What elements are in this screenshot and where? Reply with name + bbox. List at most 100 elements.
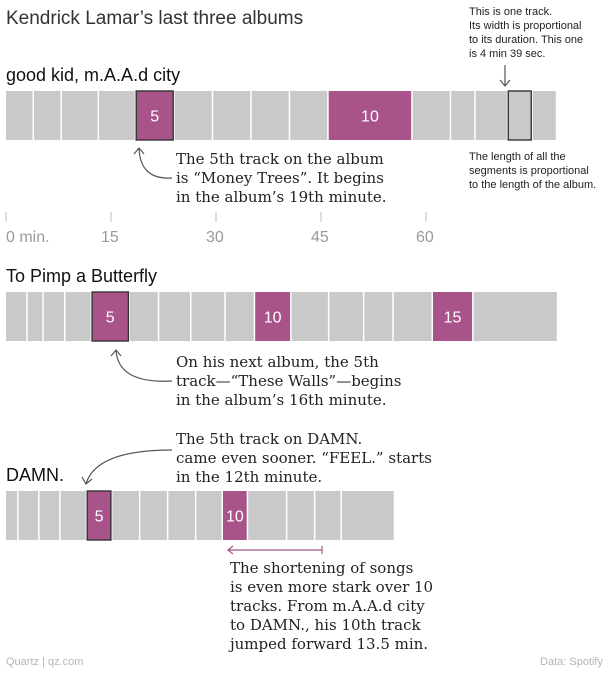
tpab-arrow: [110, 349, 173, 382]
track-bar: [393, 292, 432, 341]
track-bar: [196, 491, 222, 540]
track-bar: [43, 292, 64, 341]
shortening-note-line: jumped forward 13.5 min.: [228, 635, 428, 653]
track-bar: [135, 90, 174, 141]
album-bars-damn: 5 10: [6, 490, 394, 541]
track-number-label: 10: [226, 509, 244, 526]
track-bar: [473, 292, 557, 341]
track-bar: [225, 292, 254, 341]
shortening-note-line: tracks. From m.A.A.d city: [230, 597, 425, 615]
length-annotation: The length of all the segments is propor…: [469, 151, 596, 191]
track-bar: [129, 292, 158, 341]
track-bar: [6, 91, 33, 140]
gkmc-annotation: The 5th track on the album is “Money Tre…: [176, 150, 387, 206]
one-track-annotation: This is one track. Its width is proporti…: [469, 6, 583, 60]
track-bar: [290, 91, 328, 140]
track-number-label: 5: [95, 509, 104, 526]
axis-tick-label: 0 min.: [6, 229, 50, 246]
track-bar: [248, 491, 286, 540]
track-bar: [140, 491, 167, 540]
track-bar: [251, 91, 289, 140]
track-bar: [475, 91, 507, 140]
track-bar: [168, 491, 195, 540]
one-track-line: This is one track.: [469, 6, 552, 18]
track-bar: [39, 491, 60, 540]
track-number-label: 5: [106, 310, 115, 327]
track-bar: [62, 91, 98, 140]
shortening-annotation: The shortening of songs is even more sta…: [228, 559, 433, 653]
track-bar: [364, 292, 393, 341]
track-bar: [255, 292, 291, 341]
shortening-note-line: to DAMN., his 10th track: [230, 616, 422, 634]
track-bar: [433, 292, 473, 341]
gkmc-note-line: is “Money Trees”. It begins: [176, 169, 384, 187]
track-number-label: 10: [264, 310, 282, 327]
track-bar: [91, 291, 130, 342]
damn-note-line: The 5th track on DAMN.: [176, 430, 362, 448]
one-track-line: Its width is proportional: [469, 20, 582, 32]
track-number-label: 15: [444, 310, 462, 327]
track-number-label: 10: [361, 109, 379, 126]
one-track-line: is 4 min 39 sec.: [469, 48, 545, 60]
track-bar: [329, 292, 363, 341]
album-title-gkmc: good kid, m.A.A.d city: [6, 65, 180, 85]
tpab-note-line: in the album’s 16th minute.: [176, 391, 387, 409]
shortening-bracket: [227, 545, 323, 555]
shortening-note-line: is even more stark over 10: [230, 578, 433, 596]
album-bars-gkmc: 5 10: [6, 90, 556, 141]
track-number-label: 5: [150, 109, 159, 126]
axis-tick-label: 15: [101, 229, 119, 246]
damn-note-line: came even sooner. “FEEL.” starts: [176, 449, 432, 467]
tpab-annotation: On his next album, the 5th track—“These …: [176, 353, 401, 409]
footer-source-right: Data: Spotify: [540, 656, 603, 668]
shortening-note-line: The shortening of songs: [230, 559, 413, 577]
album-bars-tpab: 5 10 15: [6, 291, 557, 342]
one-track-arrow: [499, 65, 511, 87]
axis-tick-label: 45: [311, 229, 329, 246]
track-bar: [174, 91, 212, 140]
track-bar: [328, 91, 412, 140]
track-bar: [18, 491, 39, 540]
track-bar: [315, 491, 341, 540]
gkmc-note-line: in the album’s 19th minute.: [176, 188, 387, 206]
track-bar: [342, 491, 394, 540]
length-note-line: to the length of the album.: [469, 179, 596, 191]
track-bar: [34, 91, 61, 140]
chart-title: Kendrick Lamar’s last three albums: [6, 8, 303, 29]
track-bar: [6, 292, 27, 341]
length-note-line: The length of all the: [469, 151, 566, 163]
gkmc-note-line: The 5th track on the album: [176, 150, 384, 168]
track-bar: [451, 91, 475, 140]
track-bar: [27, 292, 43, 341]
damn-note-line: in the 12th minute.: [176, 468, 322, 486]
track-bar: [213, 91, 251, 140]
gkmc-arrow: [133, 147, 173, 179]
tpab-note-line: track—“These Walls”—begins: [176, 372, 401, 390]
track-bar: [99, 91, 135, 140]
track-bar: [223, 491, 247, 540]
track-bar: [6, 491, 18, 540]
track-bar: [65, 292, 91, 341]
tpab-note-line: On his next album, the 5th: [176, 353, 379, 371]
track-bar: [191, 292, 225, 341]
track-bar: [60, 491, 86, 540]
track-bar: [86, 490, 112, 541]
track-bar: [412, 91, 450, 140]
track-bar: [112, 491, 139, 540]
track-bar: [507, 90, 532, 141]
track-bar: [287, 491, 314, 540]
album-title-damn: DAMN.: [6, 465, 64, 485]
footer-source-left: Quartz | qz.com: [6, 656, 83, 668]
damn-annotation: The 5th track on DAMN. came even sooner.…: [176, 430, 432, 486]
axis-tick-label: 30: [206, 229, 224, 246]
album-title-tpab: To Pimp a Butterfly: [6, 266, 157, 286]
axis-tick-label: 60: [416, 229, 434, 246]
length-note-line: segments is proportional: [469, 165, 589, 177]
damn-arrow: [81, 449, 173, 485]
track-bar: [532, 91, 556, 140]
track-bar: [291, 292, 328, 341]
minute-axis: 0 min. 15 30 45 60: [5, 212, 434, 246]
track-bar: [159, 292, 190, 341]
one-track-line: to its duration. This one: [469, 34, 583, 46]
